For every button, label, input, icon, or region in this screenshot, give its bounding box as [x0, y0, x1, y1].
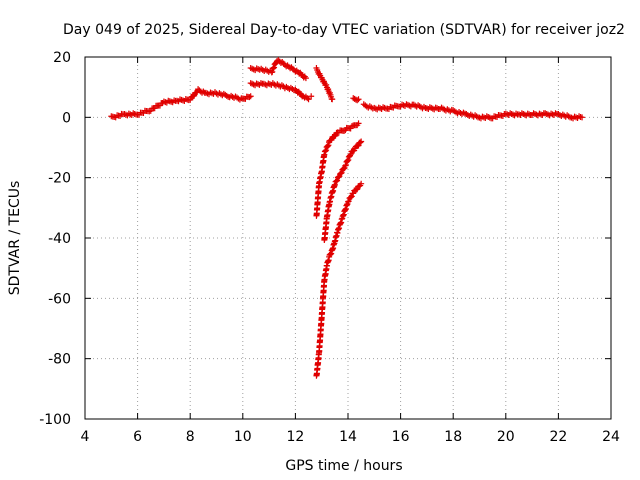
data-point-marker [357, 139, 364, 146]
x-tick-label: 10 [234, 429, 252, 445]
chart-title: Day 049 of 2025, Sidereal Day-to-day VTE… [63, 22, 625, 38]
series-isolated-points-late [350, 95, 362, 104]
y-tick-label: 20 [53, 50, 71, 66]
series-quiet-morning [108, 86, 254, 121]
data-point-marker [358, 180, 365, 187]
y-tick-label: 0 [62, 110, 71, 126]
data-point-marker [351, 147, 358, 154]
data-point-marker [526, 111, 533, 118]
grid-layer [85, 57, 611, 419]
data-point-marker [348, 123, 355, 130]
marks-layer [108, 57, 586, 379]
data-point-marker [347, 151, 354, 158]
y-tick-label: -20 [48, 171, 71, 187]
y-axis-label: SDTVAR / TECUs [7, 181, 23, 296]
data-point-marker [323, 81, 330, 88]
data-point-marker [191, 92, 198, 99]
x-tick-label: 16 [392, 429, 410, 445]
data-point-marker [302, 75, 309, 82]
data-point-marker [355, 120, 362, 127]
x-tick-label: 8 [186, 429, 195, 445]
data-point-marker [334, 177, 341, 184]
series-upper-arc-1 [247, 57, 309, 82]
data-point-marker [329, 96, 336, 103]
x-tick-label: 18 [444, 429, 462, 445]
x-tick-label: 22 [549, 429, 567, 445]
x-tick-label: 4 [81, 429, 90, 445]
x-tick-label: 12 [286, 429, 304, 445]
tick-layer: 4 6 8 10 12 14 16 18 20 22 24 -100 -80 -60 -40 -20 0 20 [39, 50, 620, 445]
x-tick-label: 6 [133, 429, 142, 445]
y-tick-label: -40 [48, 231, 71, 247]
y-tick-label: -60 [48, 291, 71, 307]
series-upper-arc-2 [247, 80, 312, 103]
y-tick-label: -80 [48, 352, 71, 368]
data-point-marker [537, 111, 544, 118]
data-point-marker [579, 114, 586, 121]
series-isolated-point [308, 93, 315, 100]
data-point-marker [131, 110, 138, 117]
data-point-marker [331, 181, 338, 188]
data-point-marker [200, 88, 207, 95]
x-tick-label: 24 [602, 429, 620, 445]
series-drop-arc-1 [313, 120, 362, 219]
data-point-marker [345, 198, 352, 205]
data-point-marker [350, 190, 357, 197]
data-point-marker [308, 93, 315, 100]
data-point-marker [246, 94, 253, 101]
data-point-marker [355, 142, 362, 149]
data-point-marker [486, 114, 493, 121]
data-point-marker [485, 113, 492, 120]
x-tick-label: 14 [339, 429, 357, 445]
data-point-marker [406, 102, 413, 109]
data-point-marker [247, 93, 254, 100]
x-tick-label: 20 [497, 429, 515, 445]
data-point-marker [305, 96, 312, 103]
data-point-marker [341, 127, 348, 134]
data-point-marker [434, 105, 441, 112]
series-quiet-afternoon [360, 101, 586, 122]
data-point-marker [328, 136, 335, 143]
y-tick-label: -100 [39, 412, 71, 428]
series-upper-arc-3 [313, 65, 336, 103]
series-drop-arc-3 [313, 180, 365, 379]
data-point-marker [381, 104, 388, 111]
data-point-marker [304, 95, 311, 102]
data-point-marker [338, 169, 345, 176]
data-point-marker [355, 96, 362, 103]
x-axis-label: GPS time / hours [285, 458, 402, 474]
data-point-marker [358, 138, 365, 145]
data-point-marker [332, 132, 339, 139]
data-point-marker [187, 96, 194, 103]
data-point-marker [354, 97, 361, 104]
data-point-marker [354, 186, 361, 193]
series-drop-arc-2 [321, 138, 365, 243]
